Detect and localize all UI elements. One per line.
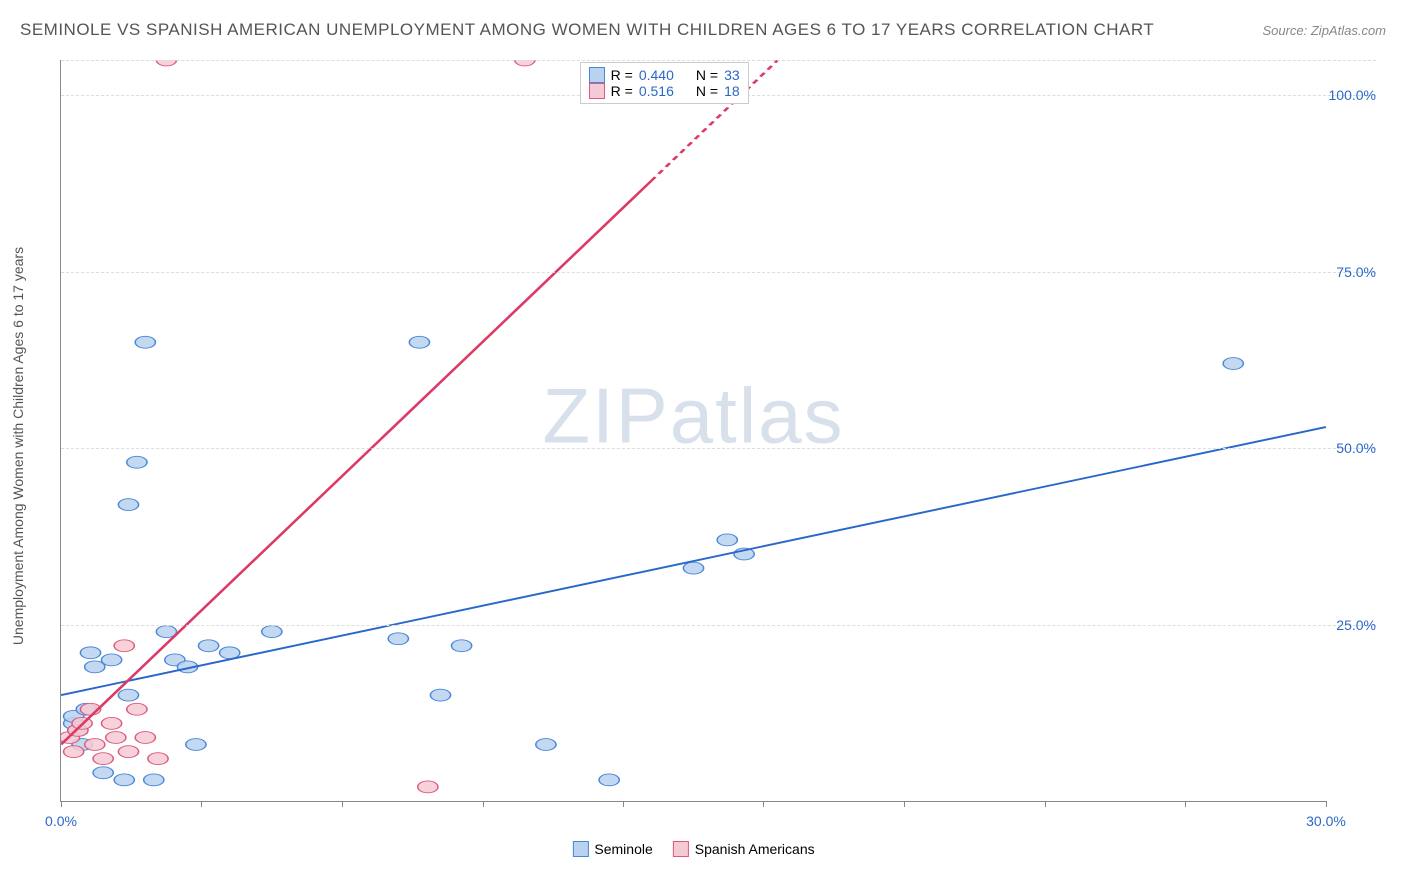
- scatter-plot: ZIPatlas 25.0%50.0%75.0%100.0%0.0%30.0%R…: [60, 60, 1326, 802]
- stat-n-value: 18: [724, 83, 740, 99]
- stat-r-label: R =: [611, 67, 633, 83]
- data-point: [430, 689, 450, 701]
- data-point: [135, 732, 155, 744]
- data-point: [148, 753, 168, 765]
- data-point: [118, 746, 138, 758]
- data-point: [85, 661, 105, 673]
- stat-n-label: N =: [696, 67, 718, 83]
- gridline: [61, 448, 1376, 449]
- data-point: [144, 774, 164, 786]
- y-tick-label: 25.0%: [1336, 617, 1376, 633]
- data-point: [114, 640, 134, 652]
- trend-line: [61, 427, 1326, 695]
- data-point: [135, 336, 155, 348]
- data-point: [106, 732, 126, 744]
- data-point: [93, 753, 113, 765]
- data-point: [599, 774, 619, 786]
- data-point: [101, 717, 121, 729]
- data-point: [127, 456, 147, 468]
- x-tick: [61, 801, 62, 807]
- y-tick-label: 100.0%: [1329, 87, 1376, 103]
- trend-line: [61, 181, 651, 745]
- x-tick: [1185, 801, 1186, 807]
- y-tick-label: 50.0%: [1336, 440, 1376, 456]
- data-point: [683, 562, 703, 574]
- data-point: [118, 689, 138, 701]
- data-point: [451, 640, 471, 652]
- data-point: [114, 774, 134, 786]
- legend-swatch: [572, 841, 588, 857]
- stats-row: R = 0.440 N = 33: [589, 67, 740, 83]
- legend-item: Seminole: [572, 841, 652, 857]
- legend-item: Spanish Americans: [673, 841, 815, 857]
- data-point: [101, 654, 121, 666]
- stat-r-value: 0.516: [639, 83, 674, 99]
- data-point: [388, 633, 408, 645]
- chart-area: Unemployment Among Women with Children A…: [60, 60, 1376, 832]
- data-point: [198, 640, 218, 652]
- data-point: [1223, 358, 1243, 370]
- x-tick: [763, 801, 764, 807]
- data-point: [93, 767, 113, 779]
- chart-title: SEMINOLE VS SPANISH AMERICAN UNEMPLOYMEN…: [20, 20, 1154, 40]
- gridline: [61, 60, 1376, 61]
- data-point: [418, 781, 438, 793]
- stat-r-label: R =: [611, 83, 633, 99]
- gridline: [61, 625, 1376, 626]
- x-tick-label: 0.0%: [45, 813, 77, 829]
- data-point: [186, 739, 206, 751]
- legend-label: Seminole: [594, 841, 652, 857]
- x-tick: [201, 801, 202, 807]
- x-tick: [904, 801, 905, 807]
- data-point: [127, 703, 147, 715]
- stat-n-value: 33: [724, 67, 740, 83]
- y-axis-label: Unemployment Among Women with Children A…: [10, 247, 26, 645]
- data-point: [85, 739, 105, 751]
- legend-swatch: [589, 83, 605, 99]
- bottom-legend: Seminole Spanish Americans: [572, 841, 814, 857]
- legend-swatch: [589, 67, 605, 83]
- stats-legend: R = 0.440 N = 33 R = 0.516 N = 18: [580, 62, 749, 104]
- data-point: [118, 499, 138, 511]
- data-point: [64, 746, 84, 758]
- stat-n-label: N =: [696, 83, 718, 99]
- x-tick-label: 30.0%: [1306, 813, 1346, 829]
- data-point: [717, 534, 737, 546]
- stats-row: R = 0.516 N = 18: [589, 83, 740, 99]
- data-point: [80, 647, 100, 659]
- y-tick-label: 75.0%: [1336, 264, 1376, 280]
- legend-label: Spanish Americans: [695, 841, 815, 857]
- data-point: [409, 336, 429, 348]
- x-tick: [1326, 801, 1327, 807]
- stat-r-value: 0.440: [639, 67, 674, 83]
- legend-swatch: [673, 841, 689, 857]
- source-label: Source: ZipAtlas.com: [1262, 23, 1386, 38]
- x-tick: [1045, 801, 1046, 807]
- data-point: [536, 739, 556, 751]
- x-tick: [483, 801, 484, 807]
- x-tick: [342, 801, 343, 807]
- x-tick: [623, 801, 624, 807]
- gridline: [61, 272, 1376, 273]
- data-point: [262, 626, 282, 638]
